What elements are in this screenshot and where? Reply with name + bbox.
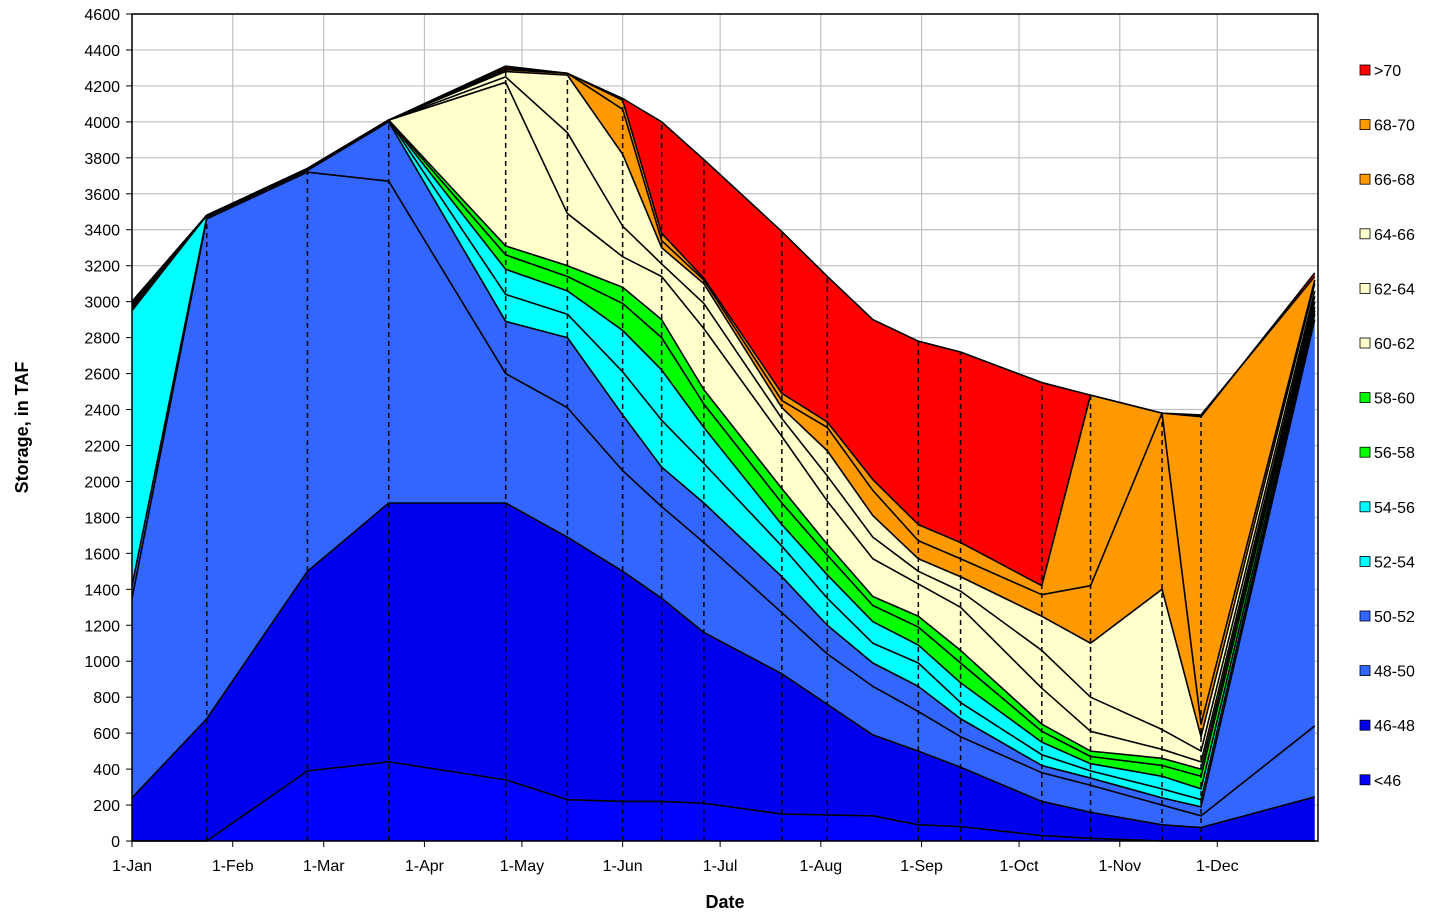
x-tick-label: 1-Aug — [800, 858, 843, 875]
legend-swatch — [1359, 610, 1371, 622]
plot-frame — [131, 13, 1319, 842]
area-band-46-48 — [132, 503, 1315, 841]
x-axis-ticks: 1-Jan 1-Feb 1-Mar 1-Apr 1-May 1-Jun 1-Jul 1-Aug… — [112, 841, 1239, 875]
x-tick-label: 1-Oct — [1000, 858, 1040, 875]
legend-swatch — [1359, 228, 1371, 240]
x-tick-label: 1-Mar — [303, 858, 345, 875]
y-tick-label: 3400 — [84, 223, 120, 240]
y-tick-label: 3000 — [84, 295, 120, 312]
x-tick-label: 1-Dec — [1196, 858, 1239, 875]
y-tick-label: 3800 — [84, 151, 120, 168]
legend-swatch — [1359, 392, 1371, 404]
legend-swatch — [1359, 446, 1371, 458]
legend-label: >70 — [1374, 63, 1401, 80]
legend-swatch — [1359, 337, 1371, 349]
area-band-54-56 — [132, 120, 1315, 800]
legend-swatch — [1359, 119, 1371, 130]
legend-label: 56-58 — [1374, 445, 1415, 462]
y-tick-label: 2000 — [84, 474, 120, 491]
legend-swatch — [1359, 501, 1371, 513]
area-band->70 — [132, 66, 1315, 586]
legend-label: 64-66 — [1374, 227, 1415, 244]
x-tick-label: 1-Feb — [212, 858, 254, 875]
y-tick-label: 4000 — [84, 115, 120, 132]
y-tick-label: 1600 — [84, 546, 120, 563]
legend-swatch — [1359, 774, 1371, 786]
x-tick-label: 1-Sep — [900, 858, 943, 875]
y-axis-ticks: 0 200 400 600 800 1000 1200 1400 1600 1800 2000 220… — [84, 7, 132, 851]
y-tick-label: 0 — [111, 834, 120, 851]
area-band-48-50 — [132, 172, 1315, 828]
y-tick-label: 1000 — [84, 654, 120, 671]
legend-label: 60-62 — [1374, 336, 1415, 353]
legend: >70 68-70 66-68 64-66 62-64 60-62 58-60 56-58 54… — [1359, 63, 1415, 790]
legend-swatch — [1359, 173, 1371, 185]
y-tick-label: 400 — [93, 762, 120, 779]
y-tick-label: 3200 — [84, 259, 120, 276]
legend-label: 62-64 — [1374, 281, 1415, 298]
area-band-<46 — [132, 761, 1315, 841]
legend-label: 48-50 — [1374, 664, 1415, 681]
legend-label: 68-70 — [1374, 118, 1415, 135]
y-tick-label: 4400 — [84, 43, 120, 60]
x-tick-label: 1-Jun — [603, 858, 643, 875]
legend-label: 66-68 — [1374, 172, 1415, 189]
y-tick-label: 800 — [93, 690, 120, 707]
legend-label: 52-54 — [1374, 554, 1415, 571]
legend-label: 58-60 — [1374, 391, 1415, 408]
y-tick-label: 200 — [93, 798, 120, 815]
legend-swatch — [1359, 64, 1371, 76]
y-tick-label: 2800 — [84, 331, 120, 348]
area-band-68-70 — [132, 67, 1315, 725]
y-tick-label: 3600 — [84, 187, 120, 204]
storage-areas — [132, 66, 1315, 841]
x-tick-label: 1-Jul — [703, 858, 738, 875]
y-tick-label: 1400 — [84, 582, 120, 599]
y-tick-label: 600 — [93, 726, 120, 743]
y-tick-label: 4200 — [84, 79, 120, 96]
y-tick-label: 1800 — [84, 510, 120, 527]
legend-swatch — [1359, 282, 1371, 294]
x-tick-label: 1-May — [500, 858, 544, 875]
x-axis-title: Date — [705, 892, 744, 912]
reference-date-lines — [205, 66, 1202, 841]
legend-swatch — [1359, 719, 1371, 731]
y-axis-title: Storage, in TAF — [12, 362, 32, 494]
legend-label: 50-52 — [1374, 609, 1415, 626]
y-tick-label: 1200 — [84, 618, 120, 635]
x-tick-label: 1-Jan — [112, 858, 152, 875]
legend-swatch — [1359, 665, 1371, 676]
legend-swatch — [1359, 556, 1371, 567]
y-tick-label: 2400 — [84, 403, 120, 420]
y-tick-label: 2200 — [84, 438, 120, 455]
y-tick-label: 4600 — [84, 7, 120, 24]
x-tick-label: 1-Apr — [405, 858, 445, 875]
legend-label: 46-48 — [1374, 718, 1415, 735]
x-tick-label: 1-Nov — [1098, 858, 1141, 875]
y-tick-label: 2600 — [84, 367, 120, 384]
legend-label: 54-56 — [1374, 500, 1415, 517]
legend-label: <46 — [1374, 773, 1401, 790]
